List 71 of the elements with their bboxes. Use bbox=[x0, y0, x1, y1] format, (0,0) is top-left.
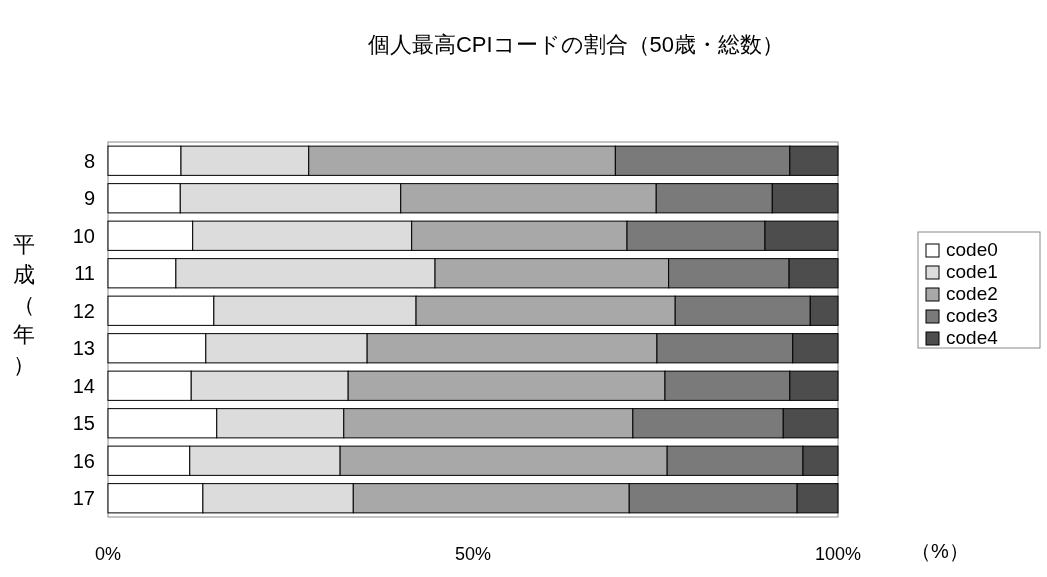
bar bbox=[189, 445, 341, 476]
bar bbox=[107, 220, 194, 251]
bar bbox=[107, 183, 181, 214]
x-tick-label: 50% bbox=[454, 544, 492, 564]
bar bbox=[792, 333, 839, 364]
bar bbox=[107, 258, 177, 289]
y-tick-label: 15 bbox=[72, 412, 95, 435]
bar bbox=[107, 370, 192, 401]
bar bbox=[664, 370, 791, 401]
bar bbox=[107, 408, 218, 439]
bar bbox=[213, 295, 417, 326]
bar bbox=[796, 483, 839, 514]
legend-label: code4 bbox=[946, 327, 999, 348]
bar bbox=[175, 258, 436, 289]
bar bbox=[343, 408, 634, 439]
y-tick-label: 11 bbox=[74, 262, 95, 285]
bar bbox=[628, 483, 798, 514]
x-tick-label: 100% bbox=[814, 544, 862, 564]
bar bbox=[666, 445, 804, 476]
x-axis-title: （%） bbox=[911, 540, 969, 562]
bar bbox=[655, 183, 773, 214]
y-tick-label: 17 bbox=[72, 487, 95, 510]
y-tick-label: 14 bbox=[72, 374, 95, 397]
bar bbox=[434, 258, 670, 289]
bar bbox=[411, 220, 628, 251]
bar bbox=[764, 220, 839, 251]
bar bbox=[216, 408, 345, 439]
bar bbox=[308, 145, 616, 176]
bar bbox=[339, 445, 668, 476]
y-tick-label: 8 bbox=[83, 149, 95, 172]
bar bbox=[190, 370, 349, 401]
bar bbox=[788, 258, 839, 289]
bar bbox=[674, 295, 811, 326]
bar bbox=[107, 483, 204, 514]
bar bbox=[347, 370, 666, 401]
y-tick-label: 16 bbox=[72, 449, 95, 472]
bar bbox=[802, 445, 839, 476]
bar bbox=[632, 408, 784, 439]
bar bbox=[668, 258, 790, 289]
bar bbox=[614, 145, 791, 176]
x-tick-label: 0% bbox=[94, 544, 122, 564]
bar bbox=[789, 370, 839, 401]
ylabel: 平成（年） bbox=[13, 232, 35, 377]
bar bbox=[107, 295, 215, 326]
bar bbox=[415, 295, 676, 326]
y-tick-label: 9 bbox=[83, 187, 95, 210]
bar bbox=[656, 333, 794, 364]
bar bbox=[626, 220, 766, 251]
y-tick-label: 12 bbox=[72, 299, 95, 322]
chart-title: 個人最高CPIコードの割合（50歳・総数） bbox=[367, 32, 785, 57]
bar bbox=[192, 220, 413, 251]
bar bbox=[180, 145, 310, 176]
legend-label: code1 bbox=[946, 261, 998, 282]
legend-label: code0 bbox=[946, 239, 998, 260]
y-tick-label: 10 bbox=[72, 224, 95, 247]
bar bbox=[107, 333, 207, 364]
bar bbox=[205, 333, 368, 364]
legend-label: code2 bbox=[946, 283, 998, 304]
bar bbox=[352, 483, 630, 514]
bar bbox=[366, 333, 658, 364]
bar bbox=[179, 183, 402, 214]
bar bbox=[107, 145, 182, 176]
bar bbox=[809, 295, 839, 326]
bar bbox=[789, 145, 839, 176]
bar bbox=[400, 183, 657, 214]
legend-label: code3 bbox=[946, 305, 998, 326]
y-tick-label: 13 bbox=[72, 337, 95, 360]
bar bbox=[202, 483, 354, 514]
bar bbox=[771, 183, 839, 214]
bar bbox=[107, 445, 191, 476]
bar bbox=[782, 408, 839, 439]
